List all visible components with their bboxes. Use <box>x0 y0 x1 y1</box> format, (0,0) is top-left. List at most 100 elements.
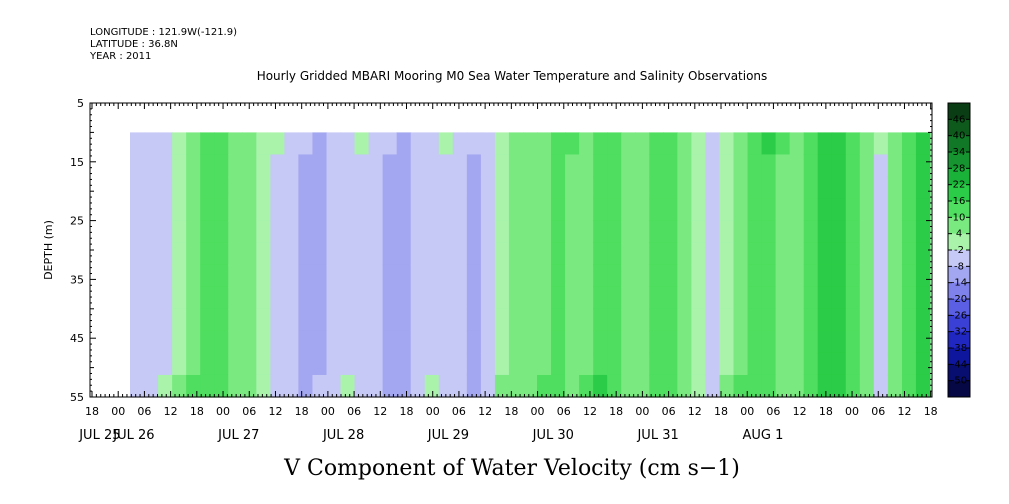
heatmap-cell <box>326 176 342 200</box>
heatmap-cell <box>284 132 300 156</box>
heatmap-cell <box>859 154 875 178</box>
heatmap-cell <box>284 264 300 288</box>
heatmap-cell <box>130 220 145 244</box>
colorbar-label: 10 <box>953 212 966 223</box>
heatmap-cell <box>607 154 622 178</box>
heatmap-cell <box>522 154 538 178</box>
heatmap-cell <box>551 286 566 310</box>
heatmap-cell <box>593 132 608 156</box>
heatmap-cell <box>579 154 594 178</box>
heatmap-cell <box>494 330 510 354</box>
heatmap-cell <box>551 132 566 156</box>
heatmap-cell <box>579 198 594 222</box>
heatmap-cell <box>565 352 580 376</box>
heatmap-cell <box>466 308 482 332</box>
heatmap-cell <box>915 220 931 244</box>
heatmap-cell <box>747 264 763 288</box>
year-label: YEAR : 2011 <box>89 51 151 62</box>
heatmap-cell <box>733 352 749 376</box>
heatmap-cell <box>845 264 861 288</box>
heatmap-cell <box>565 220 580 244</box>
heatmap-cell <box>410 154 426 178</box>
heatmap-cell <box>621 286 636 310</box>
heatmap-cell <box>354 352 370 376</box>
heatmap-cell <box>635 176 650 200</box>
heatmap-cell <box>915 198 931 222</box>
heatmap-cell <box>270 154 285 178</box>
heatmap-cell <box>396 176 412 200</box>
heatmap-cell <box>466 286 482 310</box>
heatmap-cell <box>312 220 328 244</box>
heatmap-cell <box>915 154 931 178</box>
heatmap-cell <box>522 264 538 288</box>
heatmap-cell <box>859 330 875 354</box>
heatmap-cell <box>270 374 285 398</box>
heatmap-cell <box>228 154 243 178</box>
heatmap-cell <box>508 198 524 222</box>
heatmap-cell <box>438 352 454 376</box>
heatmap-cell <box>466 220 482 244</box>
x-tick-label: 06 <box>347 405 361 418</box>
heatmap-cell <box>466 374 482 398</box>
colorbar-bin <box>948 250 970 267</box>
heatmap-cell <box>537 132 552 156</box>
heatmap-cell <box>537 352 552 376</box>
heatmap-cell <box>452 352 468 376</box>
heatmap-cell <box>551 264 566 288</box>
x-tick-label: 00 <box>111 405 125 418</box>
heatmap-cell <box>466 132 482 156</box>
heatmap-cell <box>887 132 903 156</box>
heatmap-cell <box>677 176 693 200</box>
heatmap-cell <box>607 286 622 310</box>
heatmap-cell <box>873 198 889 222</box>
heatmap-cell <box>508 154 524 178</box>
heatmap-cell <box>789 264 805 288</box>
heatmap-cell <box>256 198 271 222</box>
heatmap-cell <box>368 176 384 200</box>
heatmap-cell <box>649 352 664 376</box>
heatmap-cell <box>817 374 833 398</box>
heatmap-cell <box>663 286 678 310</box>
heatmap-cell <box>508 308 524 332</box>
heatmap-cell <box>312 330 328 354</box>
heatmap-cell <box>719 132 735 156</box>
y-tick-label: 5 <box>77 97 84 110</box>
heatmap-cell <box>719 264 735 288</box>
x-tick-label: 18 <box>924 405 938 418</box>
heatmap-cell <box>761 132 777 156</box>
heatmap-cell <box>256 242 271 266</box>
heatmap-cell <box>845 154 861 178</box>
heatmap-cell <box>831 198 847 222</box>
heatmap-cell <box>466 330 482 354</box>
heatmap-cell <box>494 374 510 398</box>
heatmap-cell <box>579 242 594 266</box>
heatmap-cell <box>761 242 777 266</box>
heatmap-cell <box>887 286 903 310</box>
heatmap-cell <box>915 374 931 398</box>
heatmap-cell <box>270 220 285 244</box>
heatmap-cell <box>845 242 861 266</box>
heatmap-cell <box>565 132 580 156</box>
x-tick-label: 18 <box>85 405 99 418</box>
heatmap-cell <box>803 154 819 178</box>
heatmap-cell <box>256 176 271 200</box>
heatmap-cell <box>144 176 159 200</box>
heatmap-cell <box>424 198 440 222</box>
heatmap-cell <box>200 176 215 200</box>
heatmap-cell <box>144 132 159 156</box>
heatmap-cell <box>621 220 636 244</box>
heatmap-cell <box>382 308 398 332</box>
heatmap-cell <box>677 374 693 398</box>
colorbar-label: 28 <box>953 163 966 174</box>
heatmap-cell <box>452 220 468 244</box>
heatmap-cell <box>845 132 861 156</box>
heatmap-cell <box>228 352 243 376</box>
heatmap-cell <box>396 308 412 332</box>
heatmap-cell <box>186 132 201 156</box>
colorbar: 46 40 34 28 22 16 10 4 -2 -8 -14 -20 -26 -32 -38 -44 -50 <box>947 102 971 398</box>
colorbar-label: 22 <box>953 180 966 191</box>
heatmap-cell <box>340 242 356 266</box>
heatmap-cell <box>789 286 805 310</box>
heatmap-cell <box>901 264 917 288</box>
heatmap-cell <box>200 242 215 266</box>
